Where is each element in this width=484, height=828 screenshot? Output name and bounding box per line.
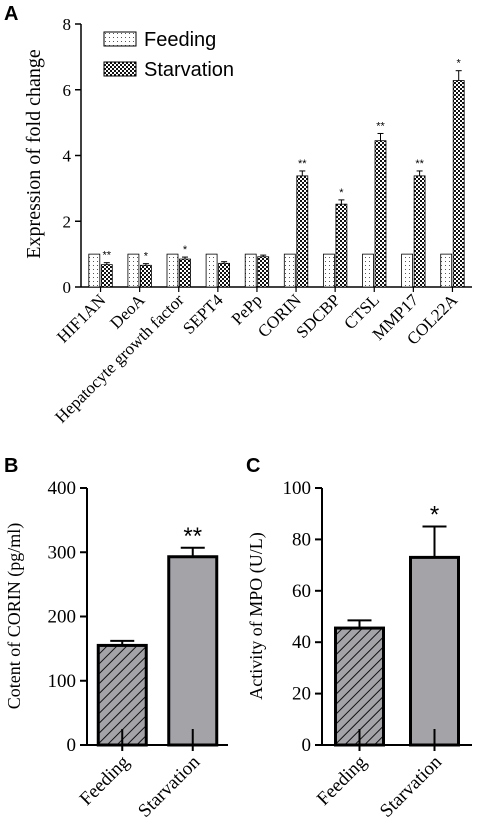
chart-a-ylabel: Expression of fold change: [23, 49, 45, 259]
bar-feeding-pepp: [244, 253, 257, 288]
bar-starvation-hif1an: [100, 264, 113, 288]
bar-c-feeding: [334, 626, 385, 747]
chart-a-legend: Feeding Starvation: [103, 29, 234, 81]
significance-ctsl: **: [376, 120, 385, 132]
bar-feeding-col22a: [440, 253, 453, 288]
significance-sdcbp: *: [339, 187, 344, 199]
significance-mmp17: **: [415, 158, 424, 170]
significance-deoa: *: [144, 251, 149, 263]
chart-b-xtick-label-feeding: Feeding: [76, 751, 134, 809]
significance-corin: **: [298, 158, 307, 170]
legend-label-starvation: Starvation: [144, 59, 234, 81]
bar-c-starvation: [409, 555, 460, 747]
significance-hif1an: **: [103, 250, 112, 262]
bar-feeding-hepatocyte-growth-factor: [166, 253, 179, 288]
chart-b-ytick-label: 100: [48, 671, 77, 692]
chart-c-xtick-label-starvation: Starvation: [376, 751, 446, 821]
chart-b-ytick-label: 0: [67, 735, 77, 756]
chart-a-xtick-label-sdcbp: SDCBP: [292, 290, 344, 342]
bar-starvation-hepatocyte-growth-factor: [179, 258, 191, 288]
bar-starvation-ctsl: [374, 140, 387, 288]
chart-c: Activity of MPO (U/L) 0 20 40 60 80 100 Feedin…: [246, 478, 472, 822]
bar-starvation-corin: [296, 175, 309, 288]
chart-b: Cotent of CORIN (pg/ml) 0 100 200 300 400 Fee…: [4, 478, 228, 822]
bar-starvation-mmp17: [413, 175, 426, 288]
chart-a-ytick-label: 0: [63, 278, 72, 297]
chart-c-ytick-label: 40: [292, 632, 311, 653]
chart-b-ylabel: Cotent of CORIN (pg/ml): [4, 523, 25, 710]
bar-feeding-sdcbp: [322, 253, 335, 288]
chart-c-xtick-label-feeding: Feeding: [313, 751, 371, 809]
legend-swatch-starvation: [103, 61, 137, 77]
panel-label-c: C: [246, 455, 260, 477]
bar-feeding-sept4: [205, 253, 218, 288]
panel-label-a: A: [4, 3, 18, 25]
chart-a-ytick-label: 6: [63, 81, 72, 100]
legend-label-feeding: Feeding: [144, 29, 216, 51]
bar-starvation-sdcbp: [335, 203, 348, 288]
bar-b-starvation: [167, 555, 219, 747]
bar-feeding-mmp17: [401, 253, 414, 288]
chart-b-ytick-label: 300: [48, 542, 77, 563]
bar-feeding-deoa: [127, 253, 140, 288]
chart-a-xtick-label-hif1an: HIF1AN: [53, 290, 109, 346]
bar-starvation-col22a: [452, 80, 465, 288]
bar-feeding-hif1an: [88, 253, 101, 288]
significance-b-starvation: **: [183, 523, 202, 550]
chart-c-ytick-label: 20: [292, 684, 311, 705]
panel-label-b: B: [4, 455, 18, 477]
chart-c-ytick-label: 0: [302, 735, 312, 756]
chart-a-ytick-label: 8: [63, 15, 72, 34]
bar-feeding-ctsl: [362, 253, 374, 288]
bar-feeding-corin: [283, 253, 296, 288]
chart-a-ytick-label: 4: [63, 147, 72, 166]
chart-c-ytick-label: 60: [292, 581, 311, 602]
chart-b-xtick-label-starvation: Starvation: [134, 751, 204, 821]
significance-hepatocyte-growth-factor: *: [183, 244, 188, 256]
bar-starvation-sept4: [218, 262, 231, 288]
chart-c-ytick-label: 100: [283, 478, 312, 499]
chart-a-ytick-label: 2: [63, 212, 72, 231]
significance-c-starvation: *: [430, 502, 439, 529]
legend-swatch-feeding: [103, 31, 137, 47]
chart-c-ytick-label: 80: [292, 529, 311, 550]
bar-starvation-deoa: [139, 264, 152, 288]
chart-a: Expression of fold change Feeding Starva…: [23, 15, 472, 427]
chart-b-ytick-label: 200: [48, 607, 77, 628]
chart-a-xtick-label-sept4: SEPT4: [179, 290, 227, 338]
significance-col22a: *: [457, 58, 462, 70]
chart-b-ytick-label: 400: [48, 478, 77, 499]
bar-starvation-pepp: [257, 256, 270, 288]
chart-c-ylabel: Activity of MPO (U/L): [246, 532, 267, 699]
